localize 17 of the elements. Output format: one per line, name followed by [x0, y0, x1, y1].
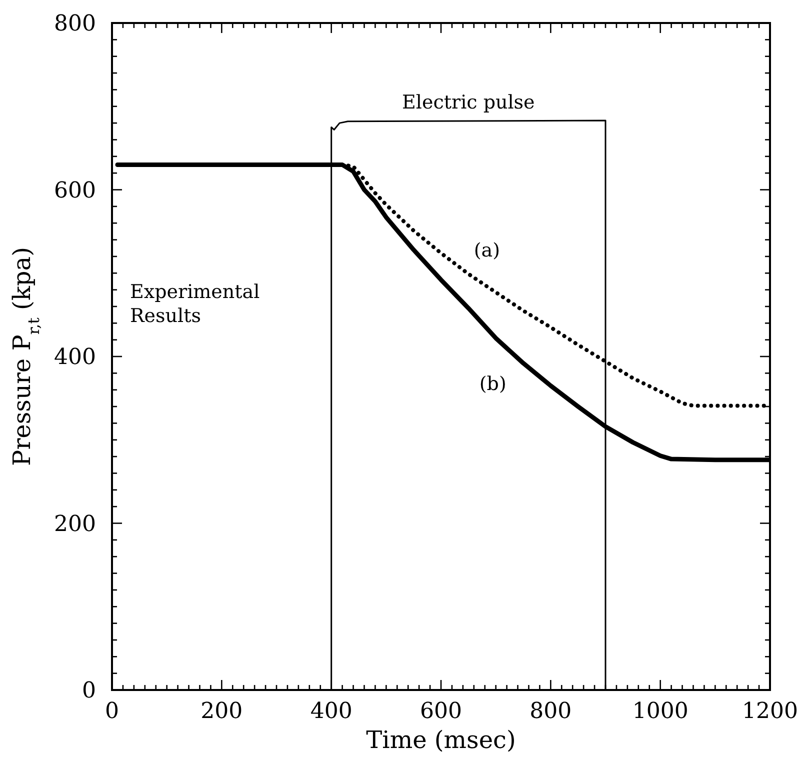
- y-tick-label: 200: [54, 512, 96, 537]
- x-axis-title: Time (msec): [366, 726, 516, 754]
- x-tick-label: 0: [105, 699, 119, 724]
- x-tick-label: 400: [310, 699, 352, 724]
- series-label: (a): [474, 239, 500, 262]
- series-label: (b): [479, 372, 506, 395]
- y-tick-label: 0: [82, 678, 96, 704]
- x-tick-label: 1200: [742, 699, 798, 724]
- annotation: Experimental Results: [130, 281, 260, 327]
- x-tick-label: 800: [530, 699, 572, 724]
- y-tick-label: 600: [54, 178, 96, 204]
- x-tick-label: 1000: [632, 699, 688, 724]
- y-tick-label: 800: [54, 12, 96, 37]
- x-tick-label: 600: [420, 699, 462, 724]
- series-label: Electric pulse: [402, 92, 535, 114]
- y-tick-label: 400: [54, 345, 96, 370]
- x-tick-label: 200: [200, 699, 243, 724]
